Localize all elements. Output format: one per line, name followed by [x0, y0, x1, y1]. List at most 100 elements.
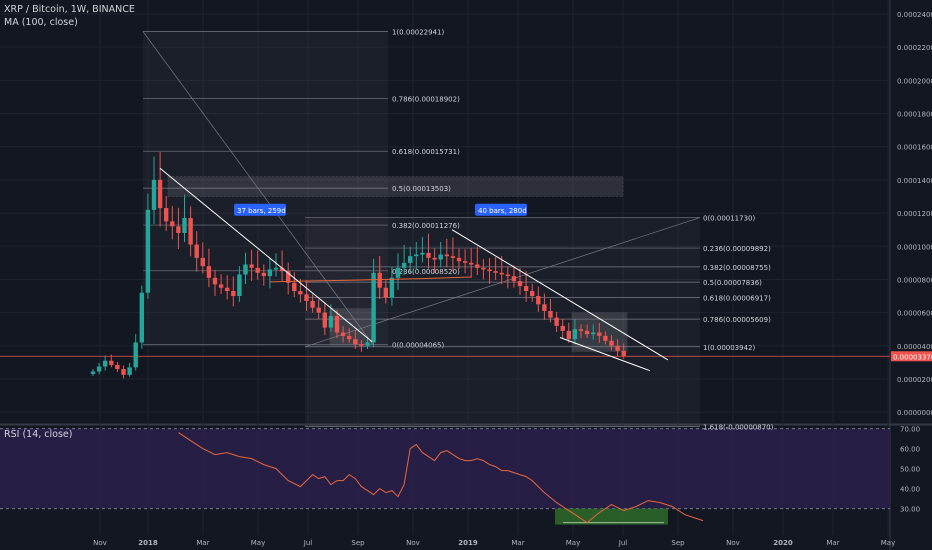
candle-body — [475, 264, 480, 268]
candle-body — [505, 274, 510, 277]
time-tick: Jul — [303, 539, 313, 547]
fib1-trend — [142, 31, 374, 345]
candle-body — [517, 281, 523, 287]
candle-body — [530, 291, 535, 297]
candle-body — [194, 244, 199, 258]
candle-body — [572, 329, 578, 340]
time-tick: Sep — [351, 539, 365, 547]
candle-body — [292, 282, 297, 292]
fib2-label: 0.236(0.00009892) — [703, 245, 771, 253]
price-tick: 0.00014000 — [897, 177, 932, 185]
candle-body — [365, 342, 370, 346]
price-tick: 0.00006000 — [897, 310, 932, 318]
candle-body — [90, 371, 96, 375]
candle-body — [603, 335, 608, 341]
time-axis[interactable]: Nov 2018 Mar May Jul Sep Nov 2019 Mar May Jul Sep No… — [93, 539, 895, 547]
downtrend-line-1 — [159, 167, 373, 343]
time-tick: Mar — [511, 539, 524, 547]
fib2-trend — [304, 217, 701, 348]
rsi-tick: 70.00 — [900, 426, 920, 434]
candle-body — [591, 332, 596, 335]
candle-body — [286, 271, 291, 283]
candle-body — [578, 329, 584, 331]
candle-body — [554, 317, 559, 326]
time-tick: Nov — [406, 539, 420, 547]
candle-body — [322, 312, 327, 328]
candle-body — [182, 218, 187, 233]
time-tick: Nov — [93, 539, 107, 547]
candle-body — [316, 307, 321, 313]
candle-body — [444, 254, 449, 257]
fib1-label: 0.382(0.00011276) — [392, 222, 460, 230]
candle-body — [536, 296, 541, 305]
rsi-band — [0, 428, 890, 509]
candle-body — [273, 267, 279, 270]
candle-body — [371, 272, 376, 343]
candle-body — [359, 344, 364, 346]
bars-count-text: 40 bars, 280d — [478, 207, 527, 215]
candle-body — [249, 264, 254, 268]
rsi-tick: 60.00 — [900, 446, 920, 454]
candle-body — [170, 221, 175, 227]
candle-body — [487, 269, 492, 272]
time-tick: May — [251, 539, 265, 547]
candle-body — [237, 274, 242, 297]
rsi-pane — [0, 428, 890, 525]
fib2-label: 1(0.00003942) — [703, 344, 755, 352]
price-tick: 0.00000000 — [897, 409, 932, 417]
price-tick: 0.00002000 — [897, 376, 932, 384]
rsi-tick: 50.00 — [900, 466, 920, 474]
price-tick: 0.00016000 — [897, 144, 932, 152]
candle-body — [164, 208, 169, 222]
price-tick: 0.00022000 — [897, 44, 932, 52]
time-tick: Jul — [618, 539, 628, 547]
ma-indicator-label: MA (100, close) — [4, 17, 78, 28]
current-price-text: 0.00003370 — [893, 353, 932, 361]
ma-line — [269, 276, 472, 283]
fib2-label: 0.5(0.00007836) — [703, 279, 762, 287]
fib1-label: 0.236(0.00008520) — [392, 268, 460, 276]
time-tick: Nov — [726, 539, 740, 547]
candle-body — [597, 332, 602, 336]
candle-body — [133, 342, 138, 368]
bars-count-badge — [234, 203, 286, 216]
price-tick: 0.00010000 — [897, 243, 932, 251]
candle-body — [310, 301, 315, 308]
time-tick: Sep — [671, 539, 685, 547]
price-axis[interactable]: 0.00024000 0.00022000 0.00020000 0.00018000… — [891, 11, 932, 514]
symbol-title: XRP / Bitcoin, 1W, BINANCE — [4, 4, 135, 15]
support-line — [559, 337, 651, 372]
candle-body — [493, 271, 498, 273]
candle-body — [347, 335, 352, 340]
candle-body — [334, 315, 340, 333]
candle-body — [212, 277, 218, 285]
candle-body — [426, 252, 431, 258]
price-tick: 0.00008000 — [897, 276, 932, 284]
candlesticks — [90, 152, 626, 379]
time-tick: Mar — [826, 539, 839, 547]
candle-body — [121, 369, 126, 375]
candle-body — [279, 267, 285, 272]
candle-body — [432, 257, 437, 260]
candle-body — [401, 262, 407, 268]
candle-body — [469, 262, 474, 265]
candle-body — [438, 254, 443, 260]
bars-count-text: 37 bars, 259d — [237, 207, 286, 215]
annotations: 37 bars, 259d 40 bars, 280d — [234, 203, 527, 216]
candle-body — [176, 226, 181, 233]
candle-body — [145, 209, 151, 293]
candle-body — [621, 350, 626, 357]
time-tick: 2020 — [773, 539, 793, 547]
rsi-line — [178, 432, 704, 524]
fib2-label: 0.382(0.00008755) — [703, 264, 771, 272]
candle-body — [231, 291, 236, 297]
fib1-label: 0(0.00004065) — [392, 342, 444, 350]
fib2-label: 0(0.00011730) — [703, 215, 755, 223]
price-tick: 0.00018000 — [897, 111, 932, 119]
price-tick: 0.00004000 — [897, 343, 932, 351]
candle-body — [109, 360, 114, 365]
candle-body — [542, 304, 547, 311]
time-tick: May — [566, 539, 580, 547]
candle-body — [389, 277, 395, 298]
